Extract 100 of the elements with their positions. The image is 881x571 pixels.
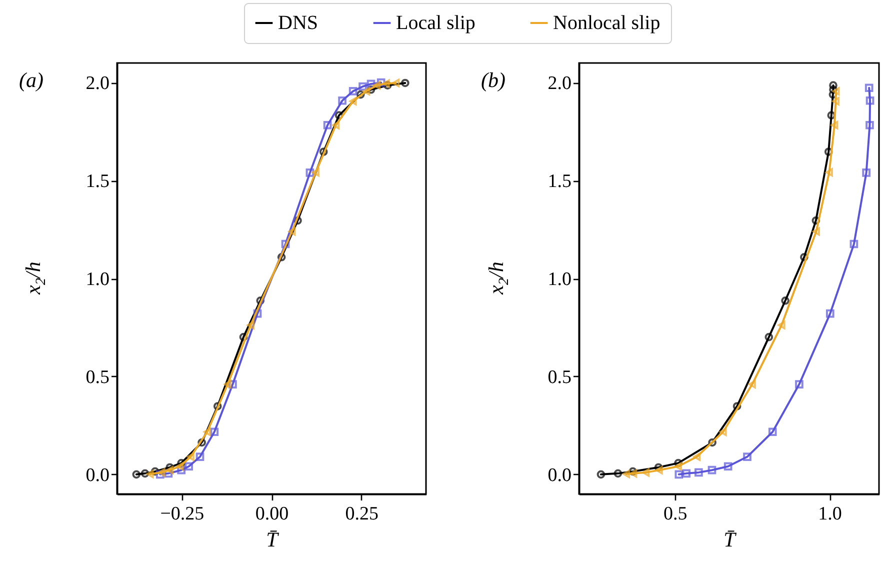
- x-axis-title: T̄: [266, 528, 280, 552]
- point: [748, 380, 756, 388]
- y-tick-label: 0.5: [86, 366, 110, 388]
- point: [778, 320, 786, 330]
- point: [294, 216, 302, 225]
- point: [655, 466, 663, 474]
- text: (b): [481, 68, 506, 92]
- point: [319, 148, 328, 156]
- point: [196, 452, 204, 461]
- point: [239, 332, 248, 342]
- point: [358, 82, 367, 91]
- point: [349, 97, 357, 106]
- text: (a): [19, 68, 44, 92]
- point: [156, 470, 164, 479]
- point: [281, 240, 290, 248]
- point: [829, 85, 838, 94]
- point: [830, 120, 838, 130]
- point: [376, 78, 386, 87]
- x-tick-label: 0.00: [255, 504, 289, 524]
- x-tick-label: 1.0: [818, 504, 842, 524]
- point: [213, 402, 222, 410]
- legend-label: DNS: [278, 12, 318, 34]
- y-tick-label: 1.5: [86, 171, 110, 192]
- point: [724, 462, 732, 471]
- point: [383, 81, 392, 90]
- point: [177, 458, 186, 468]
- point: [140, 469, 150, 478]
- x-tick-label: −0.25: [160, 504, 204, 524]
- point: [732, 402, 742, 410]
- point: [642, 468, 650, 477]
- point: [277, 252, 286, 262]
- point: [682, 469, 690, 478]
- point: [781, 296, 790, 305]
- y-tick-label: 0.0: [86, 464, 110, 486]
- point: [674, 470, 684, 479]
- point: [743, 452, 752, 461]
- y-tick-label: 1.5: [548, 171, 572, 192]
- point: [198, 438, 206, 447]
- point: [800, 252, 808, 262]
- point: [184, 462, 194, 471]
- point: [864, 84, 874, 92]
- y-tick-label: 0.0: [548, 464, 572, 486]
- point: [866, 96, 874, 105]
- point: [348, 87, 358, 96]
- point: [253, 309, 262, 318]
- point: [366, 80, 376, 88]
- point: [392, 78, 400, 88]
- point: [825, 168, 833, 176]
- y-tick-label: 0.5: [548, 366, 572, 388]
- point: [210, 428, 219, 436]
- point: [826, 309, 834, 318]
- y-tick-label: 2.0: [86, 73, 110, 94]
- x-tick-label: 0.5: [664, 504, 688, 524]
- point: [366, 85, 376, 94]
- point: [186, 452, 194, 461]
- point: [246, 320, 254, 330]
- point: [795, 380, 804, 388]
- point: [694, 468, 703, 477]
- point: [228, 380, 237, 388]
- point: [332, 120, 340, 130]
- point: [708, 466, 716, 474]
- point: [654, 463, 663, 472]
- point: [146, 470, 154, 478]
- point: [356, 90, 365, 99]
- y-tick-label: 1.0: [548, 269, 572, 290]
- point: [177, 466, 186, 474]
- point: [812, 227, 820, 236]
- y-tick-label: 2.0: [548, 73, 572, 94]
- point: [674, 462, 682, 471]
- point: [832, 97, 840, 106]
- point: [203, 428, 211, 436]
- point: [373, 81, 381, 90]
- point: [708, 438, 716, 447]
- point: [288, 227, 296, 236]
- point: [812, 216, 820, 225]
- x-tick-label: 0.25: [345, 504, 378, 524]
- point: [674, 458, 682, 468]
- point: [862, 168, 870, 177]
- point: [323, 120, 332, 130]
- point: [824, 148, 833, 156]
- point: [338, 96, 346, 105]
- point: [362, 87, 370, 96]
- point: [334, 111, 344, 120]
- point: [306, 168, 314, 177]
- point: [693, 452, 701, 461]
- point: [256, 296, 265, 305]
- legend-label: Nonlocal slip: [553, 12, 660, 34]
- point: [866, 120, 874, 130]
- point: [832, 87, 840, 96]
- legend-label: Local slip: [396, 12, 476, 34]
- point: [176, 462, 184, 471]
- point: [719, 428, 727, 436]
- y-tick-label: 1.0: [86, 269, 110, 290]
- point: [622, 470, 630, 478]
- x-axis-title: T̄: [724, 528, 737, 552]
- point: [150, 467, 160, 476]
- point: [614, 469, 622, 478]
- point: [764, 332, 774, 342]
- point: [312, 168, 320, 176]
- point: [166, 466, 174, 474]
